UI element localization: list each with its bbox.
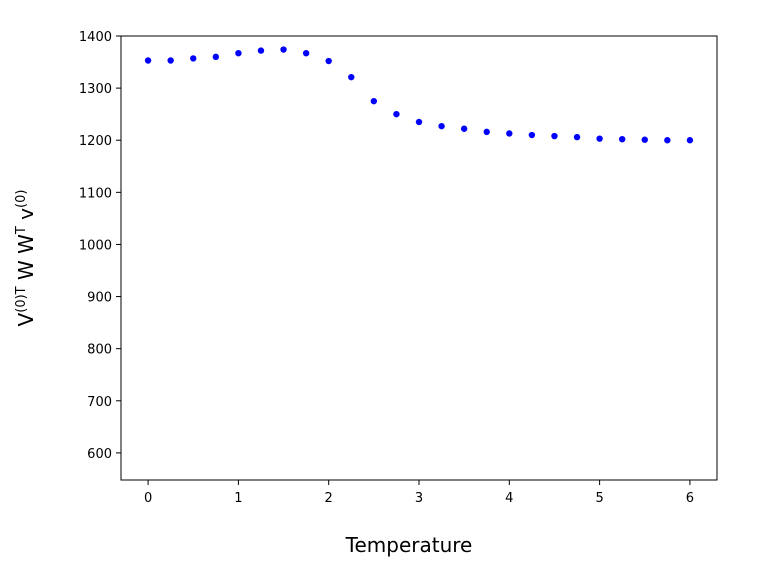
y-axis-label: V(0)T W WT v(0) — [14, 190, 38, 327]
data-points — [144, 46, 694, 144]
data-point — [528, 131, 536, 139]
data-point — [370, 97, 378, 105]
data-point — [280, 46, 287, 53]
data-point — [618, 135, 626, 143]
y-tick-label: 1200 — [79, 134, 112, 149]
data-point — [641, 136, 648, 143]
x-tick-label: 3 — [415, 491, 423, 506]
data-point — [190, 55, 197, 62]
data-point — [686, 137, 694, 144]
x-axis-ticks: 0 1 2 3 4 5 6 — [144, 480, 694, 506]
y-tick-label: 1300 — [79, 82, 112, 97]
data-point — [460, 125, 468, 132]
x-tick-label: 2 — [325, 491, 333, 506]
data-point — [483, 128, 490, 136]
y-tick-label: 900 — [87, 291, 112, 306]
data-point — [596, 135, 603, 142]
x-tick-label: 4 — [505, 491, 513, 506]
x-tick-label: 5 — [595, 491, 603, 506]
data-point — [144, 57, 152, 64]
y-label-ww: W W — [14, 234, 38, 286]
y-label-sup-0: (0) — [14, 190, 29, 208]
data-point — [167, 57, 174, 64]
y-tick-label: 700 — [87, 395, 112, 410]
y-tick-label: 800 — [87, 343, 112, 358]
data-point — [438, 122, 445, 130]
y-tick-label: 1000 — [79, 238, 112, 253]
x-tick-label: 6 — [686, 491, 694, 506]
y-label-v-lower: v — [14, 208, 38, 226]
data-point — [664, 137, 671, 144]
data-point — [325, 57, 332, 65]
data-point — [348, 73, 355, 81]
y-axis-ticks: 600 700 800 900 1000 1100 1200 1300 1400 — [79, 30, 121, 462]
y-label-sup-0t: (0)T — [14, 286, 29, 312]
data-point — [573, 133, 581, 141]
y-tick-label: 1400 — [79, 30, 112, 45]
data-point — [235, 49, 242, 57]
y-tick-label: 1100 — [79, 186, 112, 201]
y-label-sup-t: T — [14, 226, 29, 235]
data-point — [302, 49, 310, 57]
data-point — [415, 118, 423, 126]
x-tick-label: 1 — [234, 491, 242, 506]
x-tick-label: 0 — [144, 491, 152, 506]
data-point — [257, 47, 265, 54]
data-point — [212, 53, 220, 61]
plot-frame — [120, 35, 718, 481]
data-point — [551, 132, 558, 140]
x-axis-label: Temperature — [345, 533, 473, 557]
y-tick-label: 600 — [87, 447, 112, 462]
y-label-v: V — [14, 312, 38, 326]
data-point — [393, 110, 400, 118]
data-point — [506, 130, 513, 137]
